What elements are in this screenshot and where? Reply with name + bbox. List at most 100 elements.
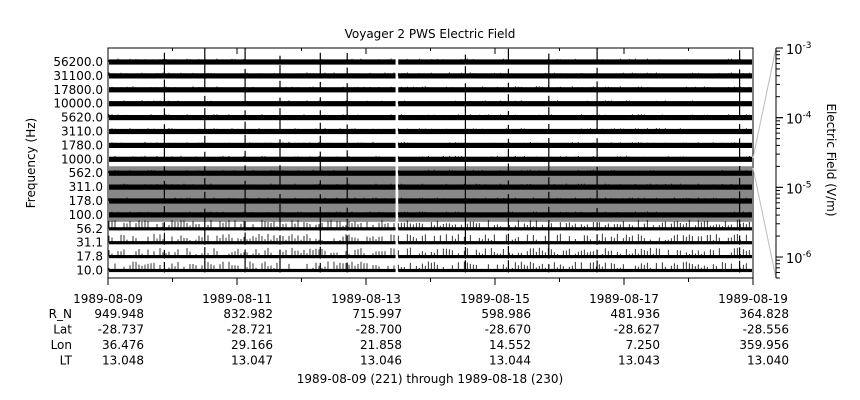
ephemeris-value: 7.250: [626, 338, 660, 352]
ephemeris-value: -28.737: [98, 323, 144, 337]
x-tick-label: 1989-08-13: [331, 292, 401, 306]
noise-spikes: [397, 211, 750, 215]
frequency-tick-label: 1000.0: [61, 152, 103, 166]
frequency-tick-label: 10.0: [76, 264, 103, 278]
ephemeris-value: -28.556: [743, 323, 789, 337]
colorbar-label: Electric Field (V/m): [824, 103, 838, 216]
ephemeris-value: -28.627: [614, 323, 660, 337]
channel-baseline: [398, 170, 752, 176]
noise-spikes: [120, 183, 395, 188]
colorbar-connector: [752, 167, 777, 279]
y-axis-label: Frequency (Hz): [24, 118, 38, 209]
channel-baseline: [398, 142, 752, 148]
channel-trace: [108, 242, 752, 259]
ephemeris-value: 29.166: [231, 338, 273, 352]
event-spikes: [163, 145, 741, 162]
event-spikes: [163, 256, 741, 273]
noise-spikes: [397, 183, 732, 188]
frequency-tick-label: 562.0: [69, 166, 103, 180]
noise-spikes: [397, 233, 747, 243]
frequency-tick-label: 178.0: [69, 194, 103, 208]
frequency-tick-label: 100.0: [69, 208, 103, 222]
ephemeris-value: 364.828: [739, 307, 789, 321]
event-spikes: [163, 173, 741, 190]
channel-trace: [109, 131, 752, 148]
channel-baseline: [109, 59, 396, 65]
colorbar-tick-label: 10-5: [786, 180, 812, 197]
ephemeris-row-label: LT: [60, 354, 73, 368]
frequency-tick-label: 56200.0: [53, 55, 103, 69]
frequency-tick-label: 10000.0: [53, 97, 103, 111]
ephemeris-row-label: Lat: [53, 323, 72, 337]
colorbar-tick-label: 10-4: [786, 111, 812, 128]
event-spikes: [163, 76, 741, 92]
frequency-tick-label: 311.0: [69, 180, 103, 194]
noise-spikes: [108, 219, 395, 229]
plot-area: [108, 48, 752, 273]
event-spikes: [163, 229, 741, 245]
noise-spikes: [400, 86, 750, 90]
noise-spikes: [397, 247, 750, 257]
channel-baseline: [398, 73, 752, 79]
channel-trace: [108, 187, 752, 204]
channel-baseline: [398, 115, 752, 121]
channel-trace: [109, 145, 752, 162]
noise-spikes: [397, 100, 732, 104]
channel-baseline: [109, 101, 396, 107]
event-spikes: [163, 201, 741, 217]
chart-title: Voyager 2 PWS Electric Field: [345, 27, 516, 41]
colorbar-connector: [752, 47, 777, 159]
channel-baseline: [109, 73, 396, 79]
channel-baseline: [109, 142, 396, 148]
noise-spikes: [108, 197, 395, 201]
channel-trace: [108, 256, 752, 273]
channel-trace: [109, 89, 752, 107]
frequency-tick-label: 31.1: [76, 236, 103, 250]
channel-trace: [109, 76, 752, 93]
channel-baseline: [109, 128, 396, 135]
ephemeris-value: 14.552: [489, 338, 531, 352]
noise-spikes: [400, 197, 747, 201]
channel-trace: [108, 48, 752, 65]
channel-baseline: [109, 227, 396, 231]
ephemeris-value: 13.044: [489, 354, 531, 368]
event-spikes: [163, 104, 741, 120]
channel-baseline: [109, 212, 396, 218]
event-spikes: [163, 160, 741, 176]
channel-baseline: [109, 115, 396, 121]
ephemeris-value: 36.476: [102, 338, 144, 352]
frequency-tick-label: 17800.0: [53, 83, 103, 97]
channel-baseline: [109, 241, 396, 245]
x-tick-label: 1989-08-17: [589, 292, 659, 306]
frequency-tick-label: 31100.0: [53, 69, 103, 83]
ephemeris-value: 949.948: [94, 307, 144, 321]
channel-baseline: [398, 184, 752, 190]
channel-baseline: [109, 184, 396, 190]
event-spikes: [163, 62, 741, 78]
event-spikes: [163, 117, 741, 134]
noise-spikes: [108, 169, 380, 174]
colorbar-tick-label: 10-3: [786, 41, 812, 58]
event-spikes: [163, 89, 741, 106]
x-axis: 1989-08-09 1989-08-11 1989-08-13 1989-08-15…: [73, 48, 788, 306]
noise-spikes: [111, 128, 395, 132]
ephemeris-value: -28.721: [227, 323, 273, 337]
frequency-tick-label: 5620.0: [61, 111, 103, 125]
channel-trace: [108, 160, 752, 176]
event-spikes: [163, 187, 741, 203]
x-tick-label: 1989-08-11: [202, 292, 272, 306]
ephemeris-row-label: Lon: [51, 338, 72, 352]
channel-baseline: [398, 101, 752, 107]
ephemeris-value: 13.046: [360, 354, 402, 368]
colorbar-tick-label: 10-6: [786, 250, 812, 267]
noise-spikes: [397, 141, 735, 146]
ephemeris-value: 598.986: [481, 307, 531, 321]
channel-baseline: [398, 241, 752, 245]
frequency-tick-label: 56.2: [76, 222, 103, 236]
noise-spikes: [108, 114, 392, 118]
noise-spikes: [108, 247, 395, 257]
x-tick-label: 1989-08-19: [718, 292, 788, 306]
noise-spikes: [403, 58, 741, 62]
channel-baseline: [109, 87, 396, 93]
